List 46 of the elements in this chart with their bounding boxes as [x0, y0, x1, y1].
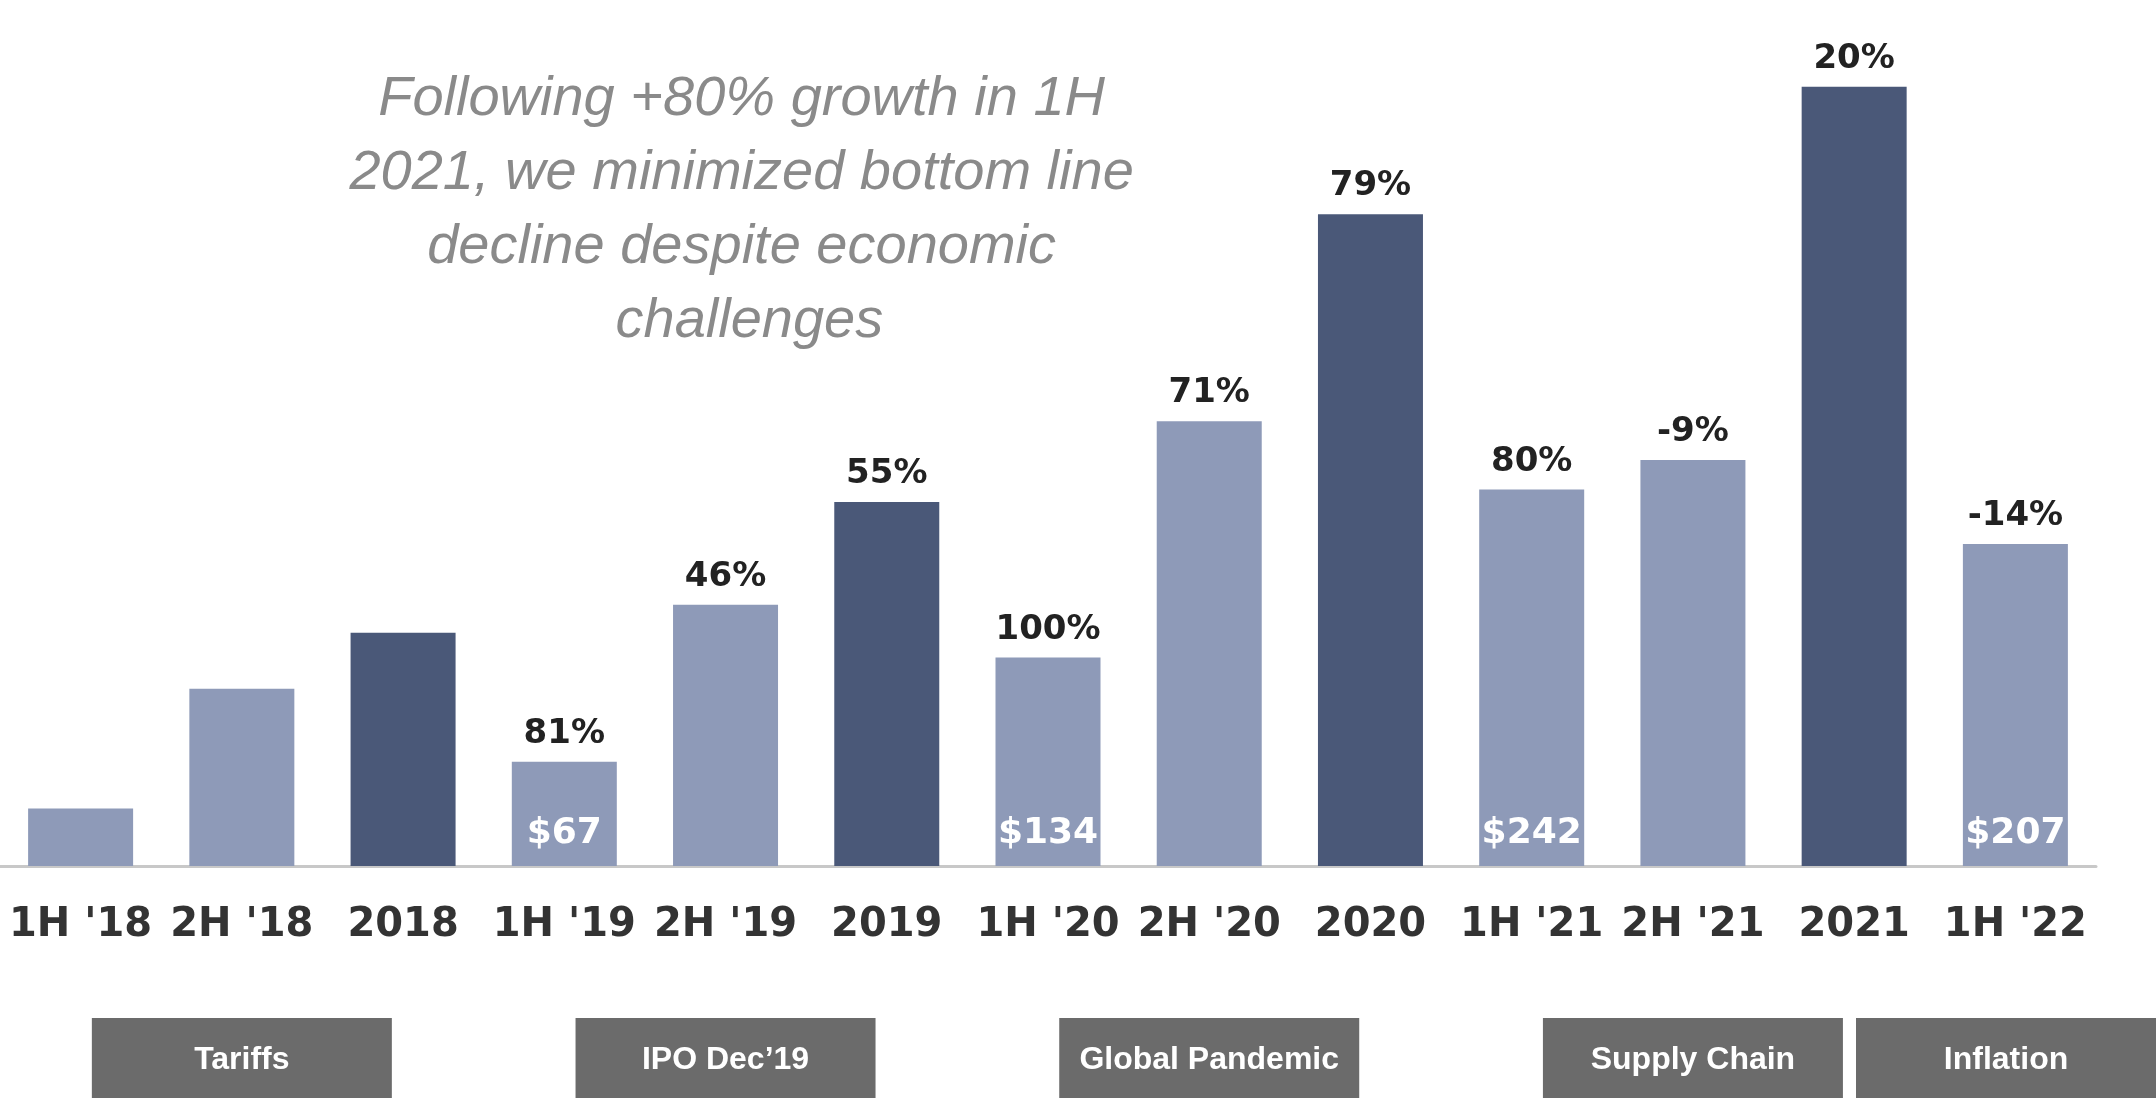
x-tick-label: 1H '22	[1943, 899, 2087, 945]
text: Global Pandemic	[1079, 1040, 1340, 1076]
text: Inflation	[1943, 1040, 2069, 1076]
x-tick-label: 2019	[831, 899, 943, 945]
bar	[834, 502, 940, 866]
text: Following +80% growth in 1H 2021, we minimized bottom line decline despite economic challenges	[348, 63, 1150, 349]
text: Supply Chain	[1590, 1040, 1796, 1076]
bar	[28, 808, 134, 866]
x-tick-label: 2021	[1798, 899, 1910, 945]
bar	[1801, 86, 1907, 866]
x-tick-label: 2020	[1314, 899, 1427, 945]
bar	[1156, 421, 1262, 866]
x-tick-label: 1H '19	[492, 899, 636, 945]
x-tick-label: 2H '20	[1137, 899, 1281, 945]
bar	[511, 761, 617, 866]
annotation: 79%	[1329, 163, 1412, 204]
x-tick-label: 2018	[347, 899, 459, 945]
data-label: $207	[1965, 809, 2066, 851]
annotation: 80%	[1491, 438, 1573, 479]
text: IPO Dec’19	[641, 1040, 810, 1076]
bar	[1317, 214, 1423, 866]
bar	[1640, 460, 1746, 866]
bar	[995, 657, 1101, 866]
annotation: 55%	[846, 451, 928, 492]
data-label: $67	[526, 809, 602, 851]
annotation: -14%	[1967, 493, 2064, 534]
annotation: 81%	[523, 710, 605, 751]
x-tick-label: 1H '20	[976, 899, 1120, 945]
x-tick-label: 2H '21	[1621, 899, 1765, 945]
bar	[189, 688, 295, 866]
data-label: $242	[1481, 809, 1582, 851]
x-tick-label: 2H '19	[653, 899, 798, 945]
annotation: 71%	[1168, 370, 1250, 411]
annotation: 20%	[1813, 35, 1895, 76]
bar	[350, 632, 456, 866]
annotation: 100%	[995, 606, 1101, 647]
text: Tariffs	[194, 1040, 290, 1076]
annotation: 46%	[684, 553, 767, 594]
bar	[1479, 489, 1585, 866]
x-tick-label: 1H '21	[1460, 899, 1604, 945]
x-tick-label: 2H '18	[170, 899, 314, 945]
x-tick-label: 1H '18	[9, 899, 153, 945]
bar	[1962, 544, 2068, 866]
annotation: -9%	[1657, 409, 1729, 450]
data-label: $134	[997, 809, 1099, 851]
bar	[673, 604, 779, 866]
